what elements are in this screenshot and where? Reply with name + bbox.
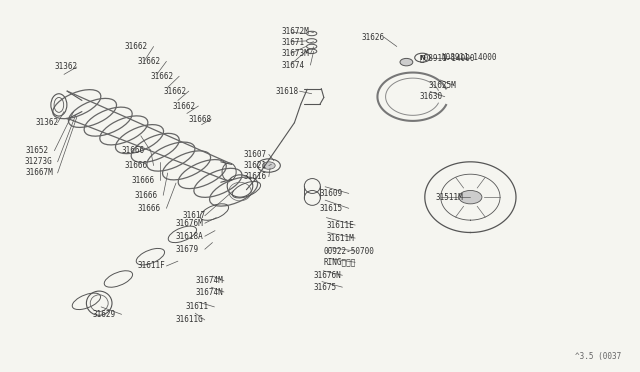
Text: 31673M: 31673M [282,49,309,58]
Text: 31617: 31617 [182,211,205,220]
Text: 31611G: 31611G [176,315,204,324]
Text: 31625M: 31625M [429,81,456,90]
Text: 31674M: 31674M [195,276,223,285]
Text: 31618: 31618 [275,87,298,96]
Text: 31511M: 31511M [435,193,463,202]
Text: 31676M: 31676M [176,219,204,228]
Text: 31674N: 31674N [195,288,223,296]
Text: 31607: 31607 [243,150,266,159]
Text: 31362: 31362 [35,118,58,127]
Text: 31273G: 31273G [24,157,52,166]
Text: ⓝ08911-14000: ⓝ08911-14000 [419,53,475,62]
Text: 31662: 31662 [163,87,186,96]
Text: 31618A: 31618A [176,232,204,241]
Text: 31611E: 31611E [326,221,354,230]
Text: 31626: 31626 [362,33,385,42]
Text: 31652: 31652 [26,146,49,155]
Text: ^3.5 (0037: ^3.5 (0037 [575,352,621,361]
Text: 31675: 31675 [314,283,337,292]
Text: 31666: 31666 [122,146,145,155]
Text: 31679: 31679 [176,245,199,254]
Text: N08911-14000: N08911-14000 [442,53,497,62]
Text: 31672M: 31672M [282,27,309,36]
Text: 31662: 31662 [138,57,161,66]
Text: 31616: 31616 [243,172,266,181]
Text: 31666: 31666 [134,191,157,200]
Text: 31676N: 31676N [314,271,341,280]
Text: 31662: 31662 [150,72,173,81]
Text: 31666: 31666 [131,176,154,185]
Text: 31674: 31674 [282,61,305,70]
Text: 31611M: 31611M [326,234,354,243]
Text: 31671: 31671 [282,38,305,47]
Circle shape [400,58,413,66]
Circle shape [262,162,275,169]
Circle shape [459,190,482,204]
Text: 00922-50700: 00922-50700 [323,247,374,256]
Text: 31621: 31621 [243,161,266,170]
Text: 31662: 31662 [125,42,148,51]
Text: N: N [419,55,426,61]
Text: 31611F: 31611F [138,262,165,270]
Text: 31362: 31362 [54,62,77,71]
Text: RINGリング: RINGリング [323,258,356,267]
Text: 31630: 31630 [419,92,442,101]
Text: 31615: 31615 [320,204,343,213]
Text: 31662: 31662 [173,102,196,110]
Text: 31666: 31666 [125,161,148,170]
Text: 31629: 31629 [93,310,116,319]
Text: 31609: 31609 [320,189,343,198]
Text: 31666: 31666 [138,204,161,213]
Text: 31668: 31668 [189,115,212,124]
Text: 31611: 31611 [186,302,209,311]
Text: 31667M: 31667M [26,169,53,177]
